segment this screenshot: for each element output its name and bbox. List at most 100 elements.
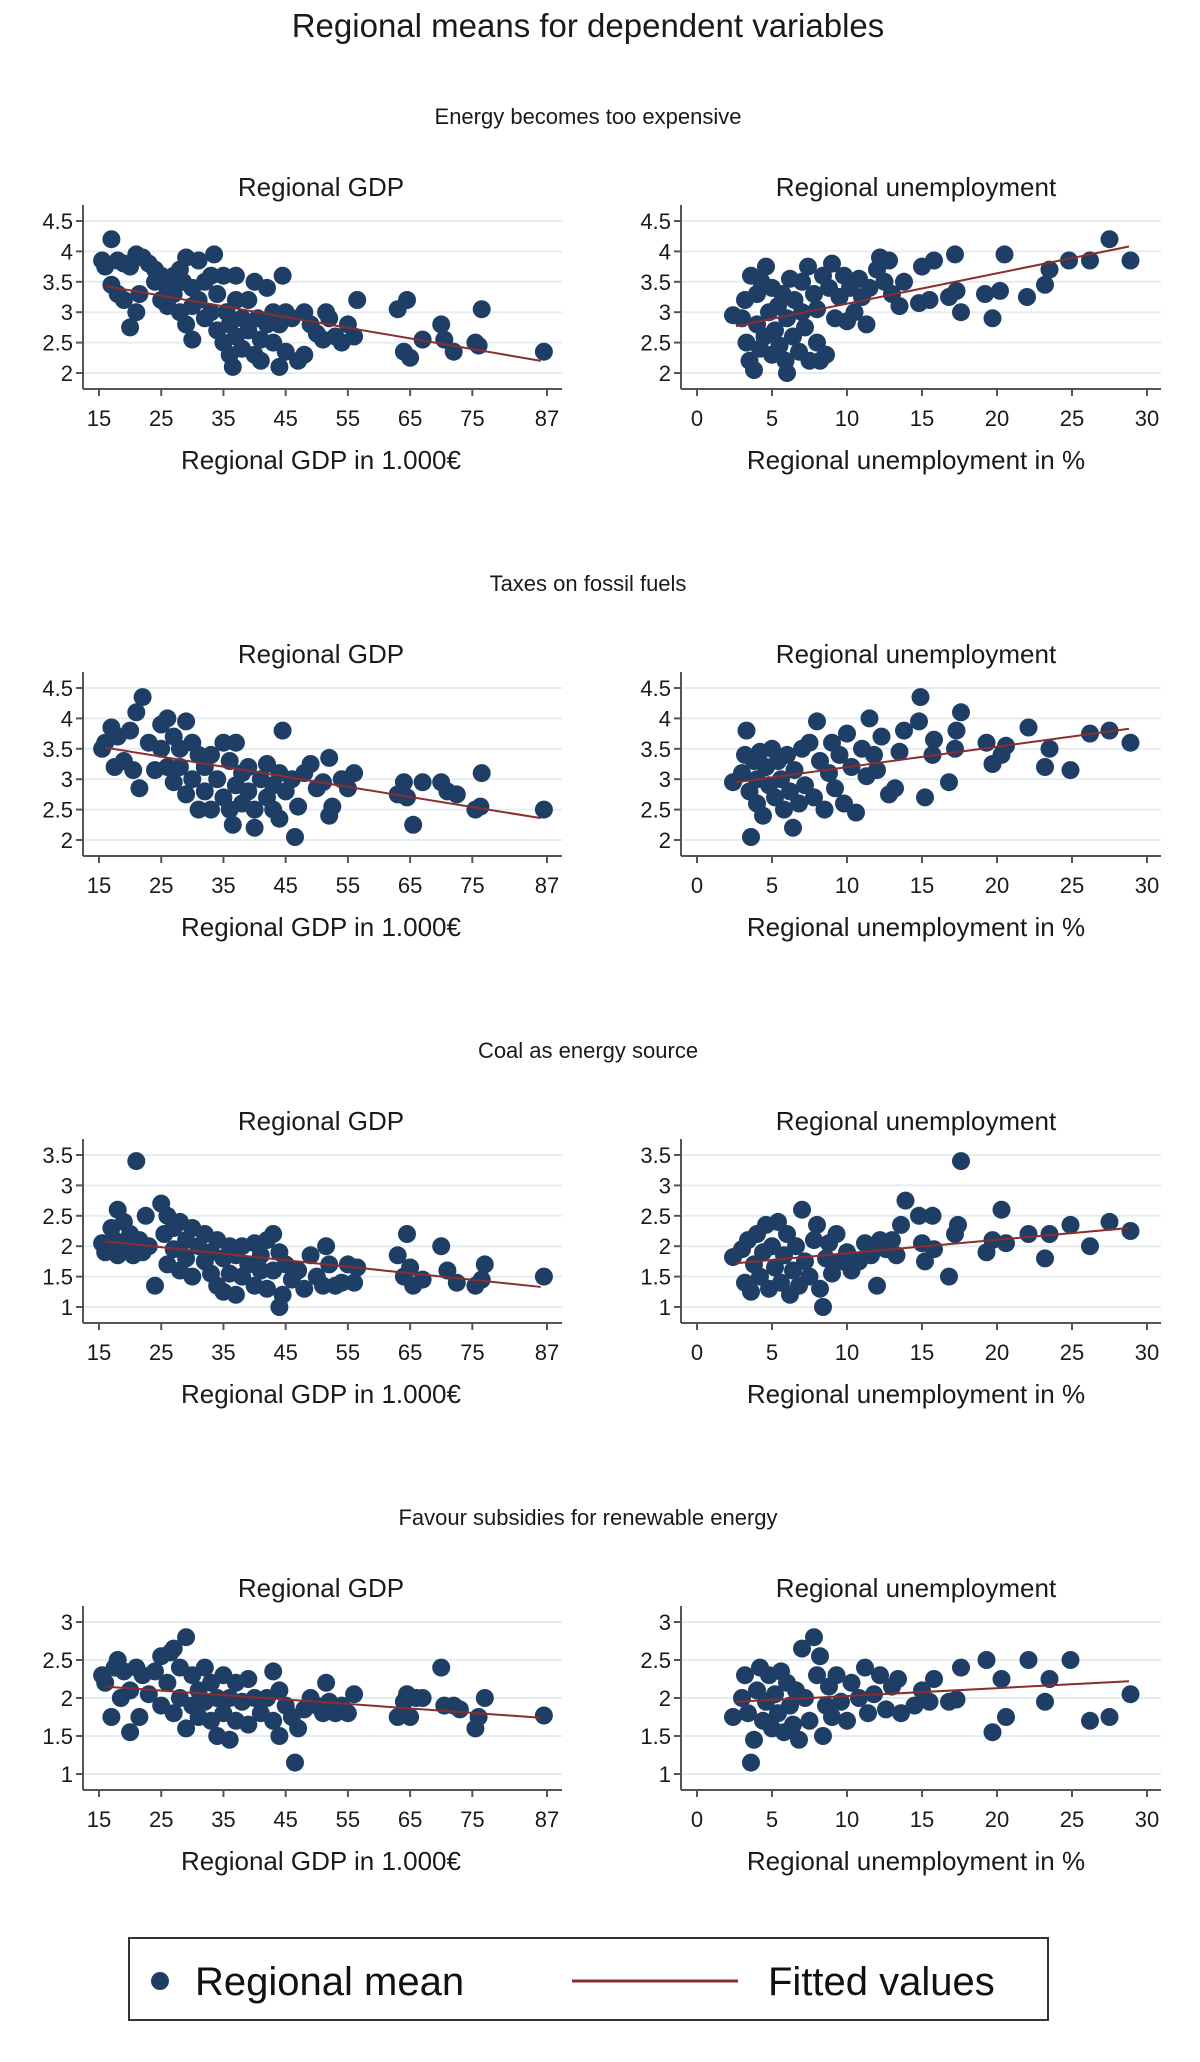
y-tick-label: 2.5 <box>42 798 73 823</box>
y-tick-label: 3 <box>61 1610 73 1635</box>
x-tick-label: 45 <box>273 1807 297 1832</box>
x-tick-label: 25 <box>149 1340 173 1365</box>
regional-mean-point <box>1019 1225 1038 1243</box>
regional-mean-point <box>289 1719 308 1738</box>
regional-mean-point <box>214 266 233 285</box>
regional-mean-point <box>270 809 289 828</box>
panel-title: Regional unemployment <box>776 172 1057 202</box>
y-tick-label: 4 <box>659 706 671 731</box>
regional-mean-point <box>270 357 289 376</box>
scatter-points <box>724 1152 1140 1316</box>
regional-mean-point <box>183 770 202 789</box>
regional-mean-point <box>158 1673 177 1692</box>
regional-mean-point <box>264 333 283 352</box>
regional-mean-point <box>251 351 270 370</box>
regional-mean-point <box>952 1658 970 1677</box>
regional-mean-point <box>345 1685 364 1704</box>
x-tick-label: 0 <box>691 873 703 898</box>
regional-mean-point <box>781 1696 799 1715</box>
scatter-points <box>724 688 1140 846</box>
regional-mean-point <box>121 1681 140 1700</box>
x-tick-label: 55 <box>336 1807 360 1832</box>
y-tick-label: 4.5 <box>42 676 73 701</box>
regional-mean-point <box>226 733 245 752</box>
regional-mean-point <box>273 721 292 740</box>
regional-mean-point <box>388 1246 407 1265</box>
x-tick-label: 5 <box>766 1807 778 1832</box>
panel-gdp: Regional GDP 2 2.5 3 3.5 4 4.5 15 25 35 45 55 65 75 87… <box>42 172 562 475</box>
regional-mean-point <box>202 800 220 819</box>
regional-mean-point <box>733 764 751 783</box>
regional-mean-point <box>170 758 189 776</box>
regional-mean-point <box>177 712 196 731</box>
section-title: Coal as energy source <box>478 1038 698 1063</box>
regional-mean-point <box>239 1670 258 1688</box>
regional-mean-point <box>983 309 1002 328</box>
regional-mean-point <box>130 779 149 798</box>
x-tick-label: 15 <box>910 1340 934 1365</box>
x-tick-label: 45 <box>273 873 297 898</box>
regional-mean-point <box>796 1252 814 1271</box>
regional-mean-point <box>245 818 264 837</box>
regional-mean-point <box>742 828 760 846</box>
y-tick-label: 2 <box>659 828 671 853</box>
x-axis-label: Regional GDP in 1.000€ <box>181 445 461 475</box>
regional-mean-point <box>733 309 751 328</box>
regional-mean-point <box>877 1700 895 1719</box>
regional-mean-point <box>401 1708 420 1726</box>
regional-mean-point <box>534 800 553 819</box>
regional-mean-point <box>345 327 364 346</box>
regional-mean-point <box>737 333 756 352</box>
regional-mean-point <box>784 1715 802 1734</box>
regional-mean-point <box>778 364 796 382</box>
regional-mean-point <box>189 800 208 819</box>
regional-mean-point <box>976 285 994 303</box>
regional-mean-point <box>388 1708 407 1726</box>
y-tick-label: 1.5 <box>42 1265 73 1290</box>
regional-mean-point <box>808 1666 826 1685</box>
x-tick-label: 35 <box>211 873 235 898</box>
x-tick-label: 65 <box>398 406 422 431</box>
regional-mean-point <box>790 1730 808 1749</box>
legend-box <box>128 1937 1049 2021</box>
regional-mean-point <box>778 309 796 328</box>
x-tick-label: 20 <box>985 406 1009 431</box>
regional-mean-point <box>177 315 196 334</box>
section-title: Favour subsidies for renewable energy <box>398 1505 777 1530</box>
regional-mean-point <box>251 1261 270 1280</box>
x-axis-label: Regional unemployment in % <box>747 912 1085 942</box>
y-tick-label: 4 <box>61 239 73 264</box>
regional-mean-point <box>983 1723 1002 1742</box>
x-tick-label: 87 <box>535 1807 559 1832</box>
y-tick-label: 1 <box>61 1295 73 1320</box>
regional-mean-point <box>814 1727 832 1745</box>
regional-mean-point <box>130 285 149 303</box>
x-tick-label: 75 <box>460 406 484 431</box>
section-3: Coal as energy source Regional GDP 1 1.5 2 2.… <box>42 1038 1161 1409</box>
regional-mean-point <box>289 797 308 816</box>
y-tick-label: 2 <box>61 1686 73 1711</box>
x-tick-label: 25 <box>149 1807 173 1832</box>
x-tick-label: 25 <box>149 406 173 431</box>
regional-mean-point <box>787 1237 805 1256</box>
regional-mean-point <box>905 1696 924 1715</box>
regional-mean-point <box>815 800 834 819</box>
regional-mean-point <box>859 1704 877 1723</box>
regional-mean-point <box>317 1237 336 1256</box>
regional-mean-point <box>164 773 183 792</box>
y-tick-label: 3.5 <box>42 1143 73 1168</box>
regional-mean-point <box>868 1276 886 1295</box>
x-axis-label: Regional GDP in 1.000€ <box>181 912 461 942</box>
regional-mean-point <box>793 1639 811 1658</box>
regional-mean-point <box>401 348 420 367</box>
scatter-points <box>724 230 1140 382</box>
regional-mean-point <box>896 1191 915 1210</box>
regional-mean-point <box>152 739 171 758</box>
y-tick-label: 3.5 <box>42 737 73 762</box>
y-tick-label: 4.5 <box>640 209 671 234</box>
regional-mean-point <box>1081 1237 1099 1256</box>
regional-mean-point <box>136 1206 155 1225</box>
regional-mean-point <box>534 1706 553 1725</box>
regional-mean-point <box>997 1708 1015 1726</box>
regional-mean-point <box>323 797 342 816</box>
